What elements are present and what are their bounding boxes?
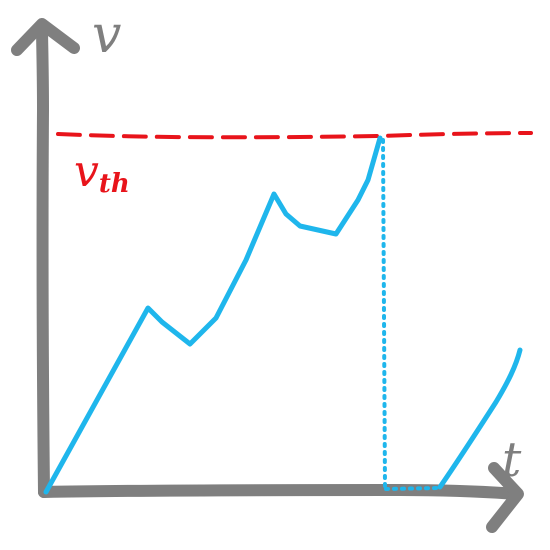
recovery-trace — [437, 347, 523, 490]
threshold-label-main: v — [74, 146, 99, 197]
potential-trace — [43, 135, 383, 495]
refractory-baseline-dotted — [384, 486, 440, 491]
x-axis-arrowhead — [486, 462, 524, 533]
y-axis-label: v — [92, 5, 121, 65]
threshold-line — [56, 131, 533, 140]
x-axis-line — [38, 484, 523, 500]
reset-drop-dotted — [381, 138, 387, 492]
y-axis-line — [36, 21, 50, 498]
y-axis-arrowhead — [11, 18, 80, 56]
threshold-label: vth — [74, 146, 130, 199]
threshold-label-subscript: th — [99, 169, 130, 199]
x-axis-label: t — [502, 432, 522, 488]
